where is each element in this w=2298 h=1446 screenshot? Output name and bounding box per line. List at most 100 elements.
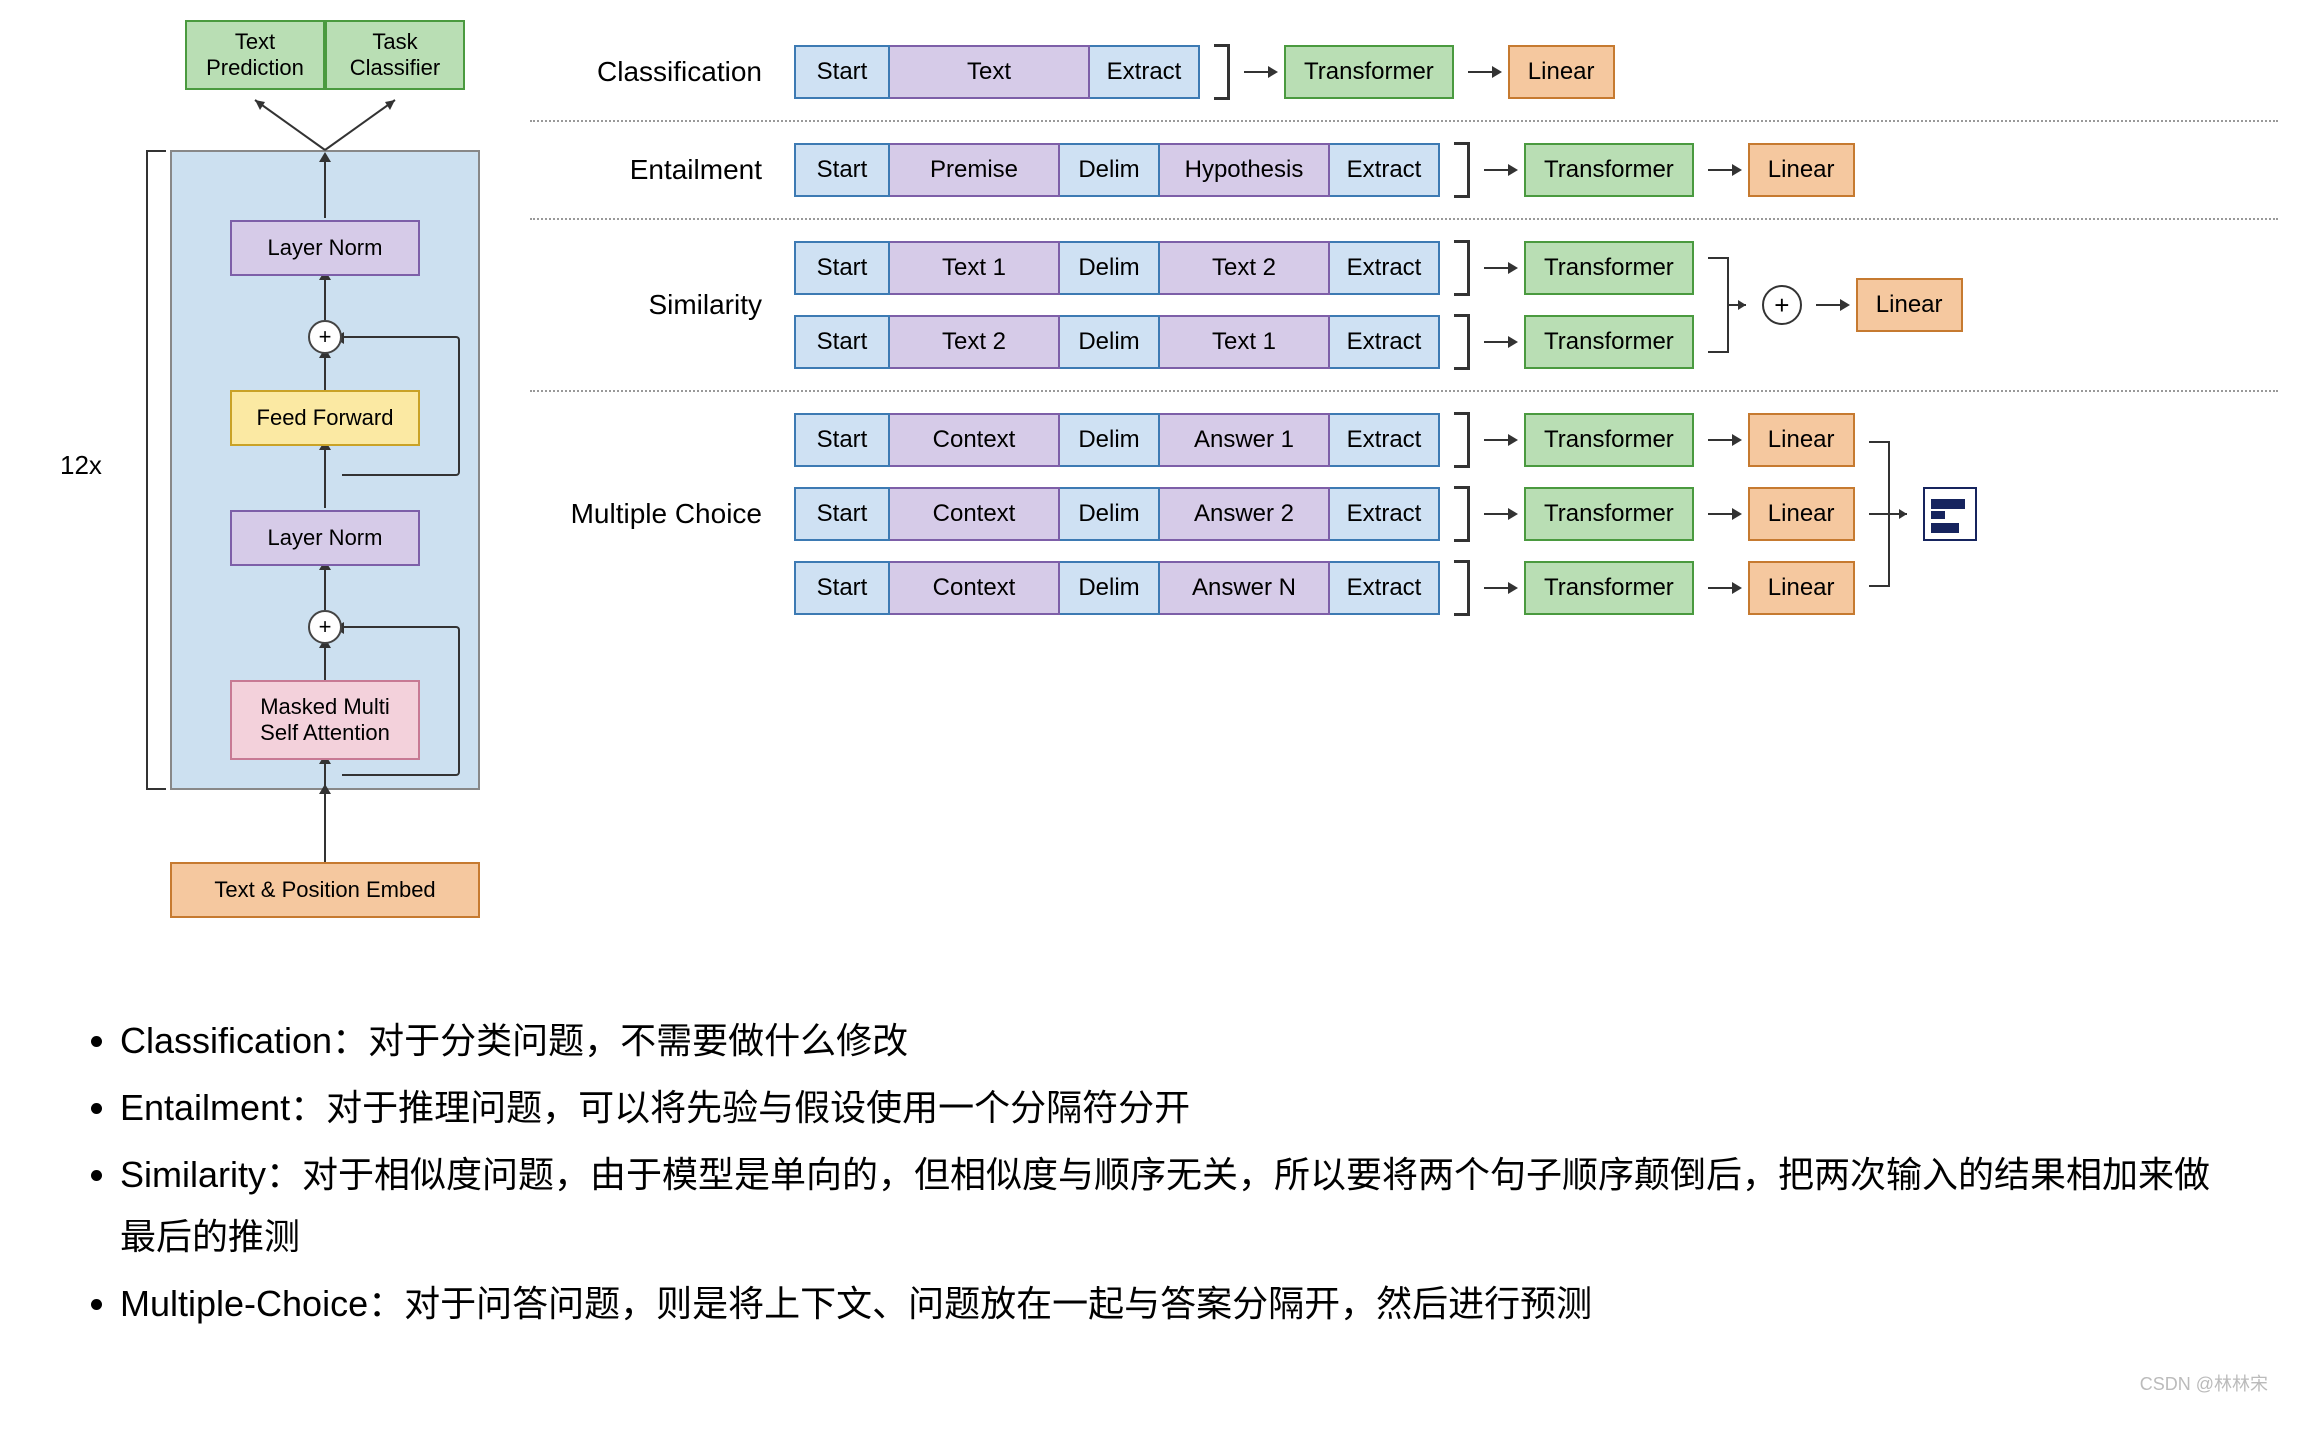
- linear-box: Linear: [1748, 413, 1855, 467]
- plus-node-icon: +: [1762, 285, 1802, 325]
- classification-label: Classification: [530, 56, 780, 88]
- arrow-icon: [1484, 267, 1510, 269]
- token-delim: Delim: [1060, 241, 1160, 295]
- token-delim: Delim: [1060, 143, 1160, 197]
- note-entailment: Entailment：对于推理问题，可以将先验与假设使用一个分隔符分开: [120, 1077, 2238, 1138]
- diagram-root: Text Prediction Task Classifier 12x Laye…: [20, 20, 2278, 920]
- layer-norm-1: Layer Norm: [230, 220, 420, 276]
- token-extract: Extract: [1330, 561, 1440, 615]
- linear-box: Linear: [1748, 487, 1855, 541]
- token-start: Start: [794, 487, 890, 541]
- arrow-icon: [1484, 513, 1510, 515]
- arrow-icon: [1484, 439, 1510, 441]
- note-similarity: Similarity：对于相似度问题，由于模型是单向的，但相似度与顺序无关，所以…: [120, 1144, 2238, 1266]
- token-text1: Text 1: [890, 241, 1060, 295]
- token-start: Start: [794, 241, 890, 295]
- separator: [530, 390, 2278, 392]
- linear-box: Linear: [1748, 143, 1855, 197]
- bracket-icon: [1454, 314, 1470, 370]
- merge-lines-icon: [1708, 240, 1748, 370]
- arrow-8: [324, 792, 326, 862]
- entailment-label: Entailment: [530, 154, 780, 186]
- repeat-bracket: [146, 150, 166, 790]
- repeat-label: 12x: [60, 450, 102, 481]
- note-multiple-choice: Multiple-Choice：对于问答问题，则是将上下文、问题放在一起与答案分…: [120, 1273, 2238, 1334]
- watermark: CSDN @林林宋: [2140, 1370, 2268, 1396]
- similarity-group: Start Text 1 Delim Text 2 Extract Transf…: [794, 240, 1694, 370]
- token-premise: Premise: [890, 143, 1060, 197]
- task-classifier-box: Task Classifier: [325, 20, 465, 90]
- token-extract: Extract: [1330, 143, 1440, 197]
- bracket-icon: [1454, 412, 1470, 468]
- arrow-icon: [1484, 587, 1510, 589]
- arrow-5: [324, 568, 326, 610]
- bracket-icon: [1454, 142, 1470, 198]
- separator: [530, 120, 2278, 122]
- token-text: Text: [890, 45, 1090, 99]
- arrow-icon: [1708, 513, 1734, 515]
- arrow-2: [324, 278, 326, 320]
- arrow-3: [324, 356, 326, 390]
- softmax-output-icon: [1923, 487, 1977, 541]
- separator: [530, 218, 2278, 220]
- token-delim: Delim: [1060, 413, 1160, 467]
- arrow-icon: [1708, 587, 1734, 589]
- linear-box: Linear: [1748, 561, 1855, 615]
- token-extract: Extract: [1330, 487, 1440, 541]
- bracket-icon: [1454, 560, 1470, 616]
- arrow-4: [324, 448, 326, 508]
- token-extract: Extract: [1330, 413, 1440, 467]
- transformer-box: Transformer: [1524, 143, 1694, 197]
- arrow-icon: [1708, 439, 1734, 441]
- arrow-icon: [1708, 169, 1734, 171]
- mc-merge-lines-icon: [1869, 415, 1909, 613]
- transformer-box: Transformer: [1524, 241, 1694, 295]
- token-start: Start: [794, 561, 890, 615]
- arrow-icon: [1816, 304, 1842, 306]
- token-answer2: Answer 2: [1160, 487, 1330, 541]
- arrow-icon: [1468, 71, 1494, 73]
- mc-group: Start Context Delim Answer 1 Extract Tra…: [794, 412, 1855, 616]
- token-answerN: Answer N: [1160, 561, 1330, 615]
- token-context: Context: [890, 561, 1060, 615]
- token-extract: Extract: [1090, 45, 1200, 99]
- multiple-choice-label: Multiple Choice: [530, 498, 780, 530]
- feed-forward: Feed Forward: [230, 390, 420, 446]
- residual-add-1: +: [308, 320, 342, 354]
- similarity-merge: + Linear: [1708, 240, 1963, 370]
- arrow-icon: [1484, 169, 1510, 171]
- layer-norm-2: Layer Norm: [230, 510, 420, 566]
- linear-box: Linear: [1856, 278, 1963, 332]
- token-text2: Text 2: [890, 315, 1060, 369]
- token-answer1: Answer 1: [1160, 413, 1330, 467]
- masked-attention: Masked Multi Self Attention: [230, 680, 420, 760]
- similarity-row: Similarity Start Text 1 Delim Text 2 Ext…: [530, 226, 2278, 384]
- entailment-seq: Start Premise Delim Hypothesis Extract: [794, 143, 1440, 197]
- classification-seq: Start Text Extract: [794, 45, 1200, 99]
- token-text2: Text 2: [1160, 241, 1330, 295]
- transformer-box: Transformer: [1524, 487, 1694, 541]
- arrow-icon: [1244, 71, 1270, 73]
- arrow-icon: [1484, 341, 1510, 343]
- token-context: Context: [890, 487, 1060, 541]
- transformer-box: Transformer: [1284, 45, 1454, 99]
- token-start: Start: [794, 45, 890, 99]
- token-delim: Delim: [1060, 315, 1160, 369]
- transformer-box: Transformer: [1524, 315, 1694, 369]
- classification-row: Classification Start Text Extract Transf…: [530, 30, 2278, 114]
- linear-box: Linear: [1508, 45, 1615, 99]
- notes-section: Classification：对于分类问题，不需要做什么修改 Entailmen…: [20, 1010, 2278, 1334]
- tasks-panel: Classification Start Text Extract Transf…: [530, 20, 2278, 920]
- note-classification: Classification：对于分类问题，不需要做什么修改: [120, 1010, 2238, 1071]
- residual-add-2: +: [308, 610, 342, 644]
- text-prediction-box: Text Prediction: [185, 20, 325, 90]
- transformer-box: Transformer: [1524, 561, 1694, 615]
- token-start: Start: [794, 143, 890, 197]
- split-arrows: [220, 92, 430, 152]
- arrow-6: [324, 646, 326, 680]
- token-delim: Delim: [1060, 561, 1160, 615]
- embed-box: Text & Position Embed: [170, 862, 480, 918]
- transformer-box: Transformer: [1524, 413, 1694, 467]
- token-text1: Text 1: [1160, 315, 1330, 369]
- token-extract: Extract: [1330, 315, 1440, 369]
